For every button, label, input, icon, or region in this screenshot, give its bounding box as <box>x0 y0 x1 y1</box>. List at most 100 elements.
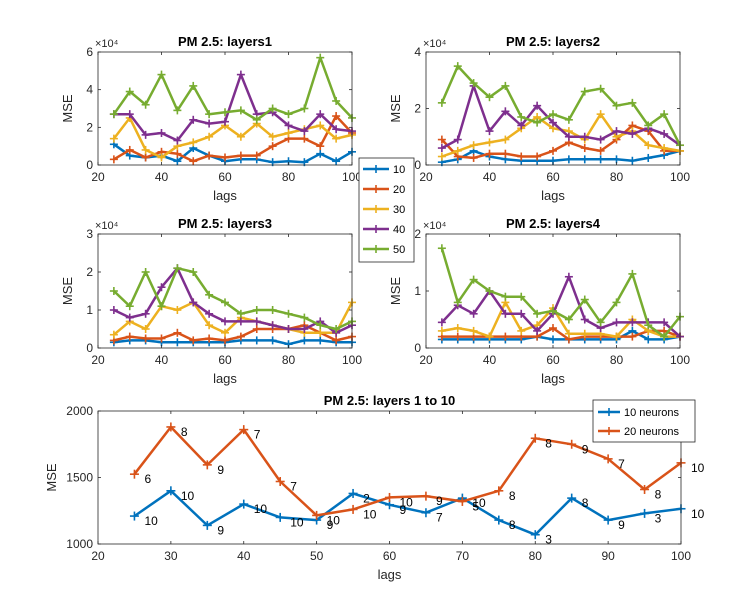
x-tick-label: 40 <box>483 170 497 184</box>
data-point <box>221 108 229 117</box>
data-point <box>421 508 431 518</box>
data-point <box>157 70 166 79</box>
data-point <box>612 101 621 110</box>
x-tick-label: 50 <box>310 549 324 563</box>
data-point <box>469 326 478 335</box>
series-line <box>113 266 353 331</box>
x-tick-label: 80 <box>282 170 296 184</box>
data-point <box>437 135 446 144</box>
data-point <box>332 134 341 143</box>
series-10 <box>109 336 356 349</box>
x-tick-label: 60 <box>218 353 232 367</box>
x-tick-label: 20 <box>91 170 105 184</box>
data-point <box>268 336 277 345</box>
data-point <box>236 151 245 160</box>
y-axis-label: MSE <box>60 277 75 306</box>
data-point <box>469 79 478 88</box>
data-point <box>157 128 166 137</box>
data-point <box>125 110 134 119</box>
data-point <box>268 142 277 151</box>
data-point <box>189 157 198 166</box>
x-tick-label: 80 <box>610 170 624 184</box>
data-label: 10 <box>363 507 377 521</box>
axes-layers3: 20 40 60 80 100 0 1 2 3×10⁴ PM 2.5: layers3 lags MS… <box>60 216 362 386</box>
data-point <box>141 325 150 333</box>
data-label: 7 <box>254 428 261 442</box>
data-point <box>348 488 358 498</box>
data-point <box>239 499 249 509</box>
data-point <box>316 328 325 337</box>
series-line <box>440 64 682 146</box>
data-point <box>644 153 653 162</box>
data-point <box>596 110 605 119</box>
series-line <box>112 56 353 122</box>
data-point <box>469 309 478 318</box>
data-point <box>275 512 285 522</box>
data-point <box>252 325 261 333</box>
data-point <box>205 132 214 141</box>
x-tick-label: 30 <box>164 549 178 563</box>
x-tick-label: 40 <box>155 353 169 367</box>
x-tick-label: 80 <box>529 549 543 563</box>
x-tick-label: 70 <box>456 549 470 563</box>
data-label: 10 <box>327 513 341 527</box>
data-point <box>421 491 431 501</box>
x-tick-label: 60 <box>546 353 560 367</box>
data-point <box>125 302 134 311</box>
data-point <box>316 110 325 119</box>
data-point <box>236 132 245 141</box>
data-point <box>189 268 198 276</box>
data-point <box>485 332 494 341</box>
data-point <box>501 332 510 341</box>
x-tick-label: 40 <box>155 170 169 184</box>
data-point <box>469 153 478 162</box>
data-point <box>205 309 214 318</box>
x-axis-label: lags <box>213 371 237 386</box>
x-tick-label: 100 <box>671 549 691 563</box>
data-point <box>580 132 589 141</box>
data-point <box>517 152 526 161</box>
data-label: 7 <box>436 511 443 525</box>
legend-entry: 20 <box>363 184 405 196</box>
legend-entry: 10 <box>363 164 405 176</box>
x-tick-label: 60 <box>546 170 560 184</box>
data-point <box>628 129 637 138</box>
x-tick-label: 60 <box>383 549 397 563</box>
data-point <box>549 118 557 127</box>
y-tick-label: 2 <box>414 227 421 241</box>
data-point <box>129 469 139 479</box>
legend-label: 30 <box>393 204 405 216</box>
legend-label: 20 neurons <box>624 426 680 438</box>
y-tick-label: 0 <box>414 341 421 355</box>
data-point <box>348 504 358 514</box>
y-tick-label: 1500 <box>66 471 93 485</box>
series-line <box>441 84 681 150</box>
data-point <box>453 298 462 307</box>
data-point <box>236 309 245 318</box>
data-point <box>300 336 309 345</box>
series-line <box>440 124 680 160</box>
data-point <box>485 93 494 102</box>
data-point <box>612 332 621 341</box>
data-point <box>660 318 669 327</box>
data-point <box>173 338 182 347</box>
data-point <box>501 292 510 301</box>
x-tick-label: 100 <box>670 170 690 184</box>
data-label: 10 <box>144 514 158 528</box>
data-point <box>268 306 277 314</box>
data-point <box>221 336 229 345</box>
data-point <box>596 84 605 93</box>
data-point <box>166 422 176 432</box>
data-point <box>580 315 589 324</box>
data-point <box>596 318 605 327</box>
data-point <box>129 511 139 521</box>
data-point <box>312 510 322 520</box>
data-point <box>533 152 542 161</box>
data-label: 9 <box>582 442 589 456</box>
data-label: 9 <box>217 463 224 477</box>
y-exponent-label: ×10⁴ <box>423 38 447 50</box>
data-label: 9 <box>217 523 224 537</box>
legend-label: 40 <box>393 224 405 236</box>
data-point <box>453 332 462 341</box>
legend-entry: 30 <box>363 204 405 216</box>
